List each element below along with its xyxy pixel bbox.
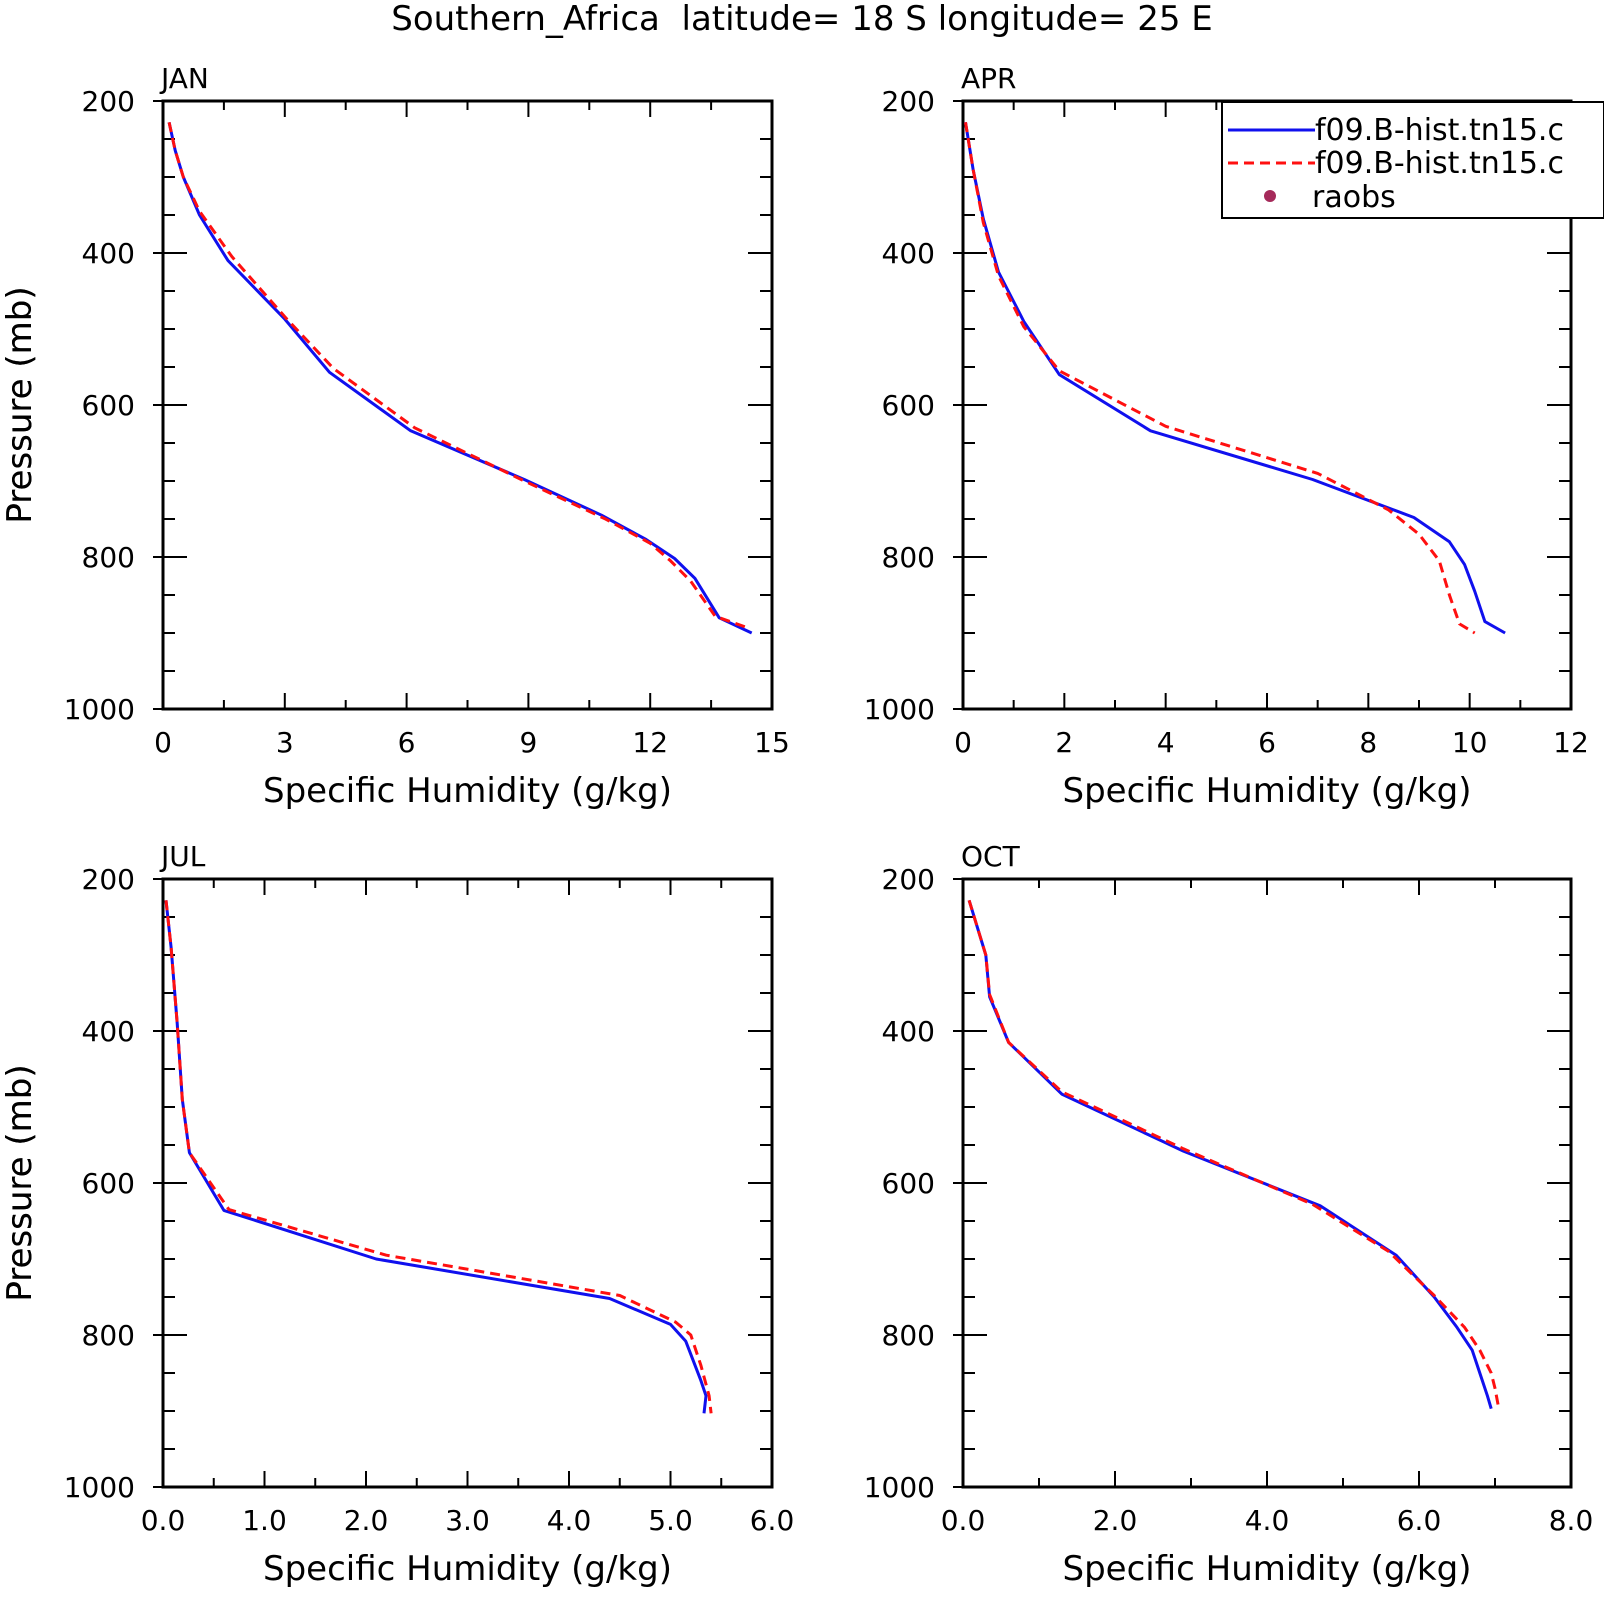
series-line-1 <box>964 122 1506 635</box>
y-tick-label: 600 <box>882 389 935 422</box>
panel-title: OCT <box>961 840 1021 873</box>
x-axis-label: Specific Humidity (g/kg) <box>263 771 672 811</box>
x-tick-label: 2.0 <box>1093 1504 1138 1537</box>
panel-title: APR <box>961 62 1017 95</box>
x-tick-label: 6.0 <box>750 1504 795 1537</box>
y-tick-label: 400 <box>82 1015 135 1048</box>
y-tick-label: 800 <box>82 1319 135 1352</box>
series-line-2 <box>164 900 713 1414</box>
x-tick-label: 4.0 <box>547 1504 592 1537</box>
y-axis-label: Pressure (mb) <box>0 286 40 523</box>
x-axis-label: Specific Humidity (g/kg) <box>263 1549 672 1589</box>
y-tick-label: 800 <box>82 541 135 574</box>
x-tick-label: 5.0 <box>648 1504 693 1537</box>
x-tick-label: 2 <box>1055 726 1073 759</box>
y-tick-label: 800 <box>882 541 935 574</box>
x-tick-label: 2.0 <box>344 1504 389 1537</box>
x-tick-label: 10 <box>1452 726 1488 759</box>
x-tick-label: 6 <box>398 726 416 759</box>
y-tick-label: 600 <box>82 389 135 422</box>
panel-oct: 0.0 2.0 4.0 6.0 8.0 200 400 600 800 1000 OCT Specif… <box>0 840 1593 1589</box>
y-tick-label: 400 <box>82 237 135 270</box>
y-tick-label: 1000 <box>64 693 135 726</box>
x-tick-label: 0.0 <box>141 1504 186 1537</box>
legend-box <box>1221 101 1604 219</box>
y-tick-label: 1000 <box>64 1471 135 1504</box>
series-line-1 <box>164 900 708 1414</box>
x-tick-label: 4.0 <box>1245 1504 1290 1537</box>
y-tick-label: 200 <box>82 85 135 118</box>
x-tick-label: 12 <box>632 726 668 759</box>
panel-jan: 0 3 6 9 12 15 200 400 600 800 1000 JAN Specific Humi… <box>0 62 790 811</box>
panel-apr: 0 2 4 6 8 10 12 200 400 600 800 1000 APR Specific Hum… <box>0 62 1589 811</box>
y-tick-label: 600 <box>882 1167 935 1200</box>
x-tick-label: 3 <box>276 726 294 759</box>
y-tick-label: 600 <box>82 1167 135 1200</box>
x-tick-label: 1.0 <box>242 1504 287 1537</box>
plot-frame <box>161 99 774 711</box>
series-line-2 <box>167 121 749 630</box>
y-tick-label: 200 <box>882 85 935 118</box>
panel-title: JUL <box>159 840 206 873</box>
x-tick-label: 8.0 <box>1549 1504 1594 1537</box>
x-axis-label: Specific Humidity (g/kg) <box>1063 771 1472 811</box>
x-tick-label: 9 <box>519 726 537 759</box>
series-line-1 <box>167 121 753 635</box>
figure-title: Southern_Africa latitude= 18 S longitude… <box>391 0 1213 39</box>
y-axis-label: Pressure (mb) <box>0 1064 40 1301</box>
panel-jul: 0.0 1.0 2.0 3.0 4.0 5.0 6.0 200 400 600 800 1000 JUL… <box>0 840 794 1589</box>
x-axis-label: Specific Humidity (g/kg) <box>1063 1549 1472 1589</box>
y-tick-label: 400 <box>882 1015 935 1048</box>
y-axis-label: Pressure (mb) <box>0 286 40 523</box>
x-tick-label: 6.0 <box>1397 1504 1442 1537</box>
x-tick-label: 0.0 <box>941 1504 986 1537</box>
x-tick-label: 15 <box>754 726 790 759</box>
legend-swatch-dot <box>1264 190 1276 202</box>
x-tick-label: 0 <box>154 726 172 759</box>
legend-label-1: f09.B-hist.tn15.c <box>1315 113 1564 148</box>
x-tick-label: 3.0 <box>445 1504 490 1537</box>
series-line-2 <box>964 122 1476 635</box>
plot-frame <box>161 877 774 1489</box>
y-axis-label: Pressure (mb) <box>0 1064 40 1301</box>
y-tick-label: 800 <box>882 1319 935 1352</box>
y-tick-label: 200 <box>82 863 135 896</box>
panel-title: JAN <box>159 62 209 95</box>
legend-label-2: f09.B-hist.tn15.c <box>1315 146 1564 181</box>
series-line-1 <box>967 899 1493 1410</box>
y-tick-label: 1000 <box>864 1471 935 1504</box>
x-tick-label: 8 <box>1359 726 1377 759</box>
x-tick-label: 6 <box>1258 726 1276 759</box>
legend: f09.B-hist.tn15.c f09.B-hist.tn15.c raob… <box>1221 101 1604 219</box>
x-tick-label: 0 <box>954 726 972 759</box>
panels: 0 3 6 9 12 15 200 400 600 800 1000 JAN Specific Humi… <box>0 62 1593 1589</box>
y-tick-label: 400 <box>882 237 935 270</box>
x-tick-label: 12 <box>1553 726 1589 759</box>
legend-label-3: raobs <box>1312 180 1396 215</box>
y-tick-label: 200 <box>882 863 935 896</box>
y-tick-label: 1000 <box>864 693 935 726</box>
series-line-2 <box>967 899 1501 1409</box>
x-tick-label: 4 <box>1157 726 1175 759</box>
